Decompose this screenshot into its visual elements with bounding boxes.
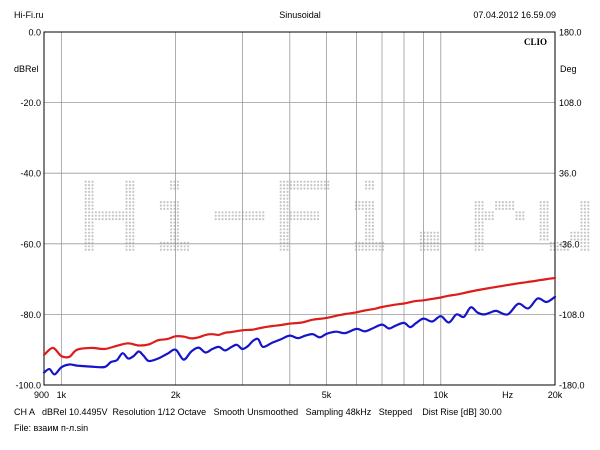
footer-settings-line: CH A dBRel 10.4495V Resolution 1/12 Octa… (14, 407, 502, 417)
axis-labels: 0.0 -20.0 -40.0 -60.0 -80.0 -100.0 180.0 108.0 3… (15, 28, 584, 401)
header-date-text: 07.04.2012 16.59.09 (473, 10, 556, 20)
x-tick-label: 1k (57, 390, 67, 400)
y2-tick-label: 108.0 (559, 98, 582, 108)
series-group (42, 276, 557, 376)
y-tick-label: -80.0 (20, 310, 41, 320)
x-tick-label: 10k (434, 390, 449, 400)
y2-axis-label: Deg (560, 64, 577, 74)
y-tick-label: 0.0 (28, 28, 41, 38)
y-axis-label: dBRel (14, 64, 39, 74)
x-tick-label: Hz (502, 390, 513, 400)
clio-brand: CLIO (524, 37, 547, 47)
y-tick-label: -40.0 (20, 169, 41, 179)
y2-tick-label: -36.0 (559, 239, 580, 249)
plot-frame (43, 31, 556, 386)
header-left-text: Hi-Fi.ru (14, 10, 44, 20)
y2-tick-label: -180.0 (559, 381, 585, 391)
x-tick-label: 900 (34, 390, 49, 400)
footer-file-line: File: взаим п-л.sin (14, 423, 89, 433)
x-tick-label: 5k (322, 390, 332, 400)
watermark-logo (84, 180, 590, 251)
y2-tick-label: 180.0 (559, 28, 582, 38)
y2-tick-label: -108.0 (559, 310, 585, 320)
x-tick-label: 20k (548, 390, 563, 400)
y-tick-label: -100.0 (15, 381, 41, 391)
header-center-text: Sinusoidal (279, 10, 321, 20)
y2-tick-label: 36.0 (559, 169, 577, 179)
series-line-red (42, 276, 557, 359)
y-tick-label: -20.0 (20, 98, 41, 108)
x-tick-label: 2k (171, 390, 181, 400)
y-tick-label: -60.0 (20, 239, 41, 249)
series-line-blue (42, 295, 557, 376)
